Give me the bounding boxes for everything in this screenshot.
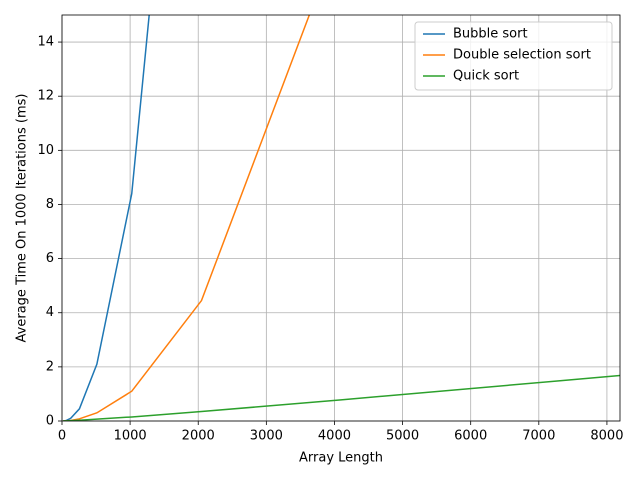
legend-label: Quick sort [453,69,519,84]
y-tick-label: 8 [46,197,54,212]
data-line [63,15,311,421]
x-tick-label: 2000 [182,429,215,444]
data-line [63,374,620,421]
x-axis-label: Array Length [299,451,383,466]
y-tick-label: 14 [37,35,54,50]
y-tick-label: 4 [46,305,54,320]
x-tick-label: 3000 [250,429,283,444]
data-line [63,15,150,421]
x-tick-label: 5000 [386,429,419,444]
legend: Bubble sort Double selection sort Quick so… [414,21,613,91]
x-tick-label: 4000 [318,429,351,444]
legend-box [414,21,613,91]
y-tick-label: 10 [37,143,54,158]
plot-frame [61,14,621,422]
legend-label: Bubble sort [453,27,528,42]
x-tick-label: 1000 [114,429,147,444]
x-tick-label: 0 [58,429,66,444]
legend-label: Double selection sort [453,48,591,63]
y-tick-label: 6 [46,251,54,266]
y-tick-label: 2 [46,359,54,374]
y-axis-label: Average Time On 1000 Iterations (ms) [15,94,30,343]
x-tick-label: 7000 [522,429,555,444]
y-tick-label: 0 [46,414,54,429]
y-tick-label: 12 [37,89,54,104]
x-tick-label: 6000 [454,429,487,444]
x-tick-label: 8000 [590,429,623,444]
